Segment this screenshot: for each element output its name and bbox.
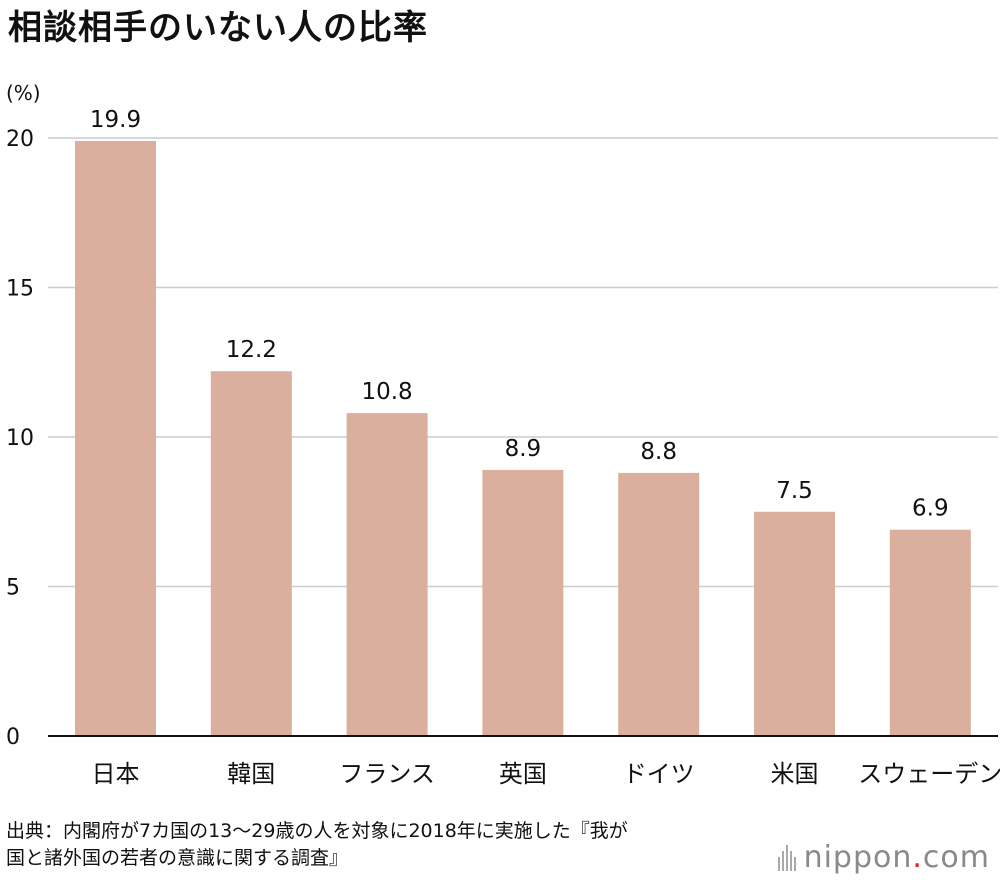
bar-value-label: 7.5 (776, 478, 813, 504)
x-category-label: 日本 (92, 760, 140, 788)
bar (75, 141, 156, 736)
logo-bars-icon (778, 845, 796, 871)
bar (482, 470, 563, 736)
bar (890, 530, 971, 736)
bar-value-label: 12.2 (226, 337, 277, 363)
bar-value-label: 6.9 (912, 496, 949, 522)
x-category-label: ドイツ (623, 760, 695, 788)
bar-chart: 0 5 10 15 20 (%) 19.9 日本 12.2 韓国 10.8 フランス 8.9 英国 8.8 ド… (0, 0, 1000, 800)
source-line-2: 国と諸外国の若者の意識に関する調査』 (6, 845, 786, 872)
y-tick-label: 5 (6, 576, 20, 601)
bar-value-label: 8.8 (640, 439, 677, 465)
y-tick-label: 0 (6, 725, 20, 750)
x-category-label: スウェーデン (858, 760, 1000, 788)
y-tick-label: 10 (6, 426, 34, 451)
y-axis-unit-label: (%) (6, 81, 41, 105)
bar (211, 371, 292, 736)
bar-value-label: 19.9 (90, 107, 141, 133)
y-tick-label: 20 (6, 127, 34, 152)
bar-value-label: 10.8 (361, 379, 412, 405)
logo-dot: . (912, 840, 923, 875)
source-note: 出典：内閣府が7カ国の13〜29歳の人を対象に2018年に実施した『我が 国と諸… (6, 818, 786, 872)
bar-value-label: 8.9 (505, 436, 542, 462)
source-line-1: 出典：内閣府が7カ国の13〜29歳の人を対象に2018年に実施した『我が (6, 818, 786, 845)
bar (754, 512, 835, 736)
x-category-label: フランス (339, 760, 435, 788)
bar (618, 473, 699, 736)
x-category-label: 英国 (499, 760, 547, 788)
x-category-label: 韓国 (227, 760, 275, 788)
nippon-logo: nippon. com (778, 840, 990, 875)
y-tick-label: 15 (6, 277, 34, 302)
logo-name: nippon (804, 840, 913, 875)
logo-suffix: com (923, 840, 990, 875)
bar (347, 413, 428, 736)
x-category-label: 米国 (771, 760, 819, 788)
